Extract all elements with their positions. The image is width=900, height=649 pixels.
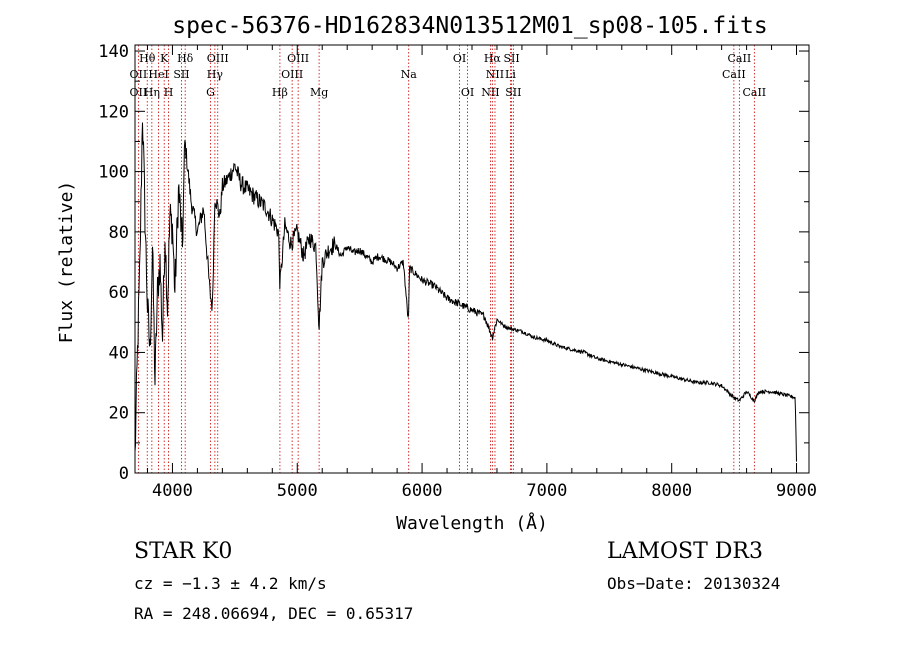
line-label-6: Hα	[484, 52, 502, 65]
line-label-13: OIII	[281, 68, 303, 81]
spectral-line-markers	[137, 45, 755, 473]
chart-title: spec-56376-HD162834N013512M01_sp08-105.f…	[172, 13, 767, 39]
line-label-11: SII	[173, 68, 189, 81]
x-tick-label-9000: 9000	[776, 481, 817, 501]
line-label-2: Hδ	[177, 52, 194, 65]
line-label-14: Na	[401, 68, 418, 81]
y-tick-label-80: 80	[109, 223, 129, 243]
line-label-0: Hθ	[139, 52, 156, 65]
y-tick-label-140: 140	[98, 42, 129, 62]
x-tick-label-6000: 6000	[402, 481, 443, 501]
line-label-20: H	[164, 86, 174, 99]
y-tick-label-40: 40	[109, 343, 129, 363]
line-label-12: Hγ	[207, 68, 224, 81]
x-tick-label-8000: 8000	[651, 481, 692, 501]
y-tick-label-100: 100	[98, 163, 129, 183]
object-class-label: STAR K0	[134, 539, 233, 564]
line-label-16: Li	[505, 68, 516, 81]
line-label-24: OI	[461, 86, 474, 99]
line-label-23: Mg	[310, 86, 328, 99]
line-label-3: OIII	[207, 52, 229, 65]
line-label-9: OII	[130, 68, 148, 81]
line-label-25: NII	[481, 86, 499, 99]
spectrum-curve	[134, 122, 797, 462]
line-label-17: CaII	[722, 68, 746, 81]
x-tick-label-5000: 5000	[277, 481, 318, 501]
ra-dec-label: RA = 248.06694, DEC = 0.65317	[134, 604, 414, 623]
spectrum-curve-layer	[134, 122, 797, 462]
x-axis-label: Wavelength (Å)	[396, 512, 548, 534]
axis-ticks: 4000 5000 6000 7000 8000 9000 0 20 40 60 80 100 120 1…	[98, 42, 817, 501]
line-label-8: CaII	[728, 52, 752, 65]
y-axis-label: Flux (relative)	[56, 181, 77, 344]
line-label-26: SII	[505, 86, 521, 99]
line-label-5: OI	[453, 52, 466, 65]
y-tick-label-120: 120	[98, 102, 129, 122]
line-label-19: Hη	[144, 86, 160, 99]
line-label-27: CaII	[742, 86, 766, 99]
line-label-22: Hβ	[272, 86, 288, 99]
obs-date-label: Obs−Date: 20130324	[607, 574, 781, 593]
line-label-21: G	[206, 86, 215, 99]
y-tick-label-20: 20	[109, 404, 129, 424]
line-label-1: K	[160, 52, 169, 65]
x-tick-label-4000: 4000	[152, 481, 193, 501]
line-label-15: NII	[486, 68, 504, 81]
line-label-18: OII	[130, 86, 148, 99]
line-label-4: OIII	[287, 52, 309, 65]
y-tick-label-0: 0	[119, 464, 129, 484]
line-label-7: SII	[503, 52, 519, 65]
redshift-label: cz = −1.3 ± 4.2 km/s	[134, 574, 327, 593]
survey-label: LAMOST DR3	[607, 539, 763, 564]
line-label-10: HeI	[148, 68, 168, 81]
plot-frame	[134, 44, 810, 474]
x-tick-label-7000: 7000	[526, 481, 567, 501]
y-tick-label-60: 60	[109, 283, 129, 303]
